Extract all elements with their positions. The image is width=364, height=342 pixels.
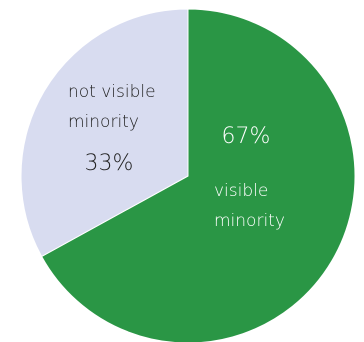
pie-slice-not-visible-minority (20, 8, 189, 258)
slice-value-label-visible-minority: 67% (222, 124, 271, 149)
slice-label-visible-minority-line1: visible (214, 181, 268, 201)
slice-label-visible-minority-line2: minority (214, 211, 285, 231)
slice-label-not-visible-minority-line1: not visible (68, 82, 156, 102)
slice-label-not-visible-minority-line2: minority (68, 112, 139, 132)
pie-slice-visible-minority (40, 8, 356, 342)
slice-value-label-not-visible-minority: 33% (85, 151, 134, 176)
pie-slices (20, 8, 356, 342)
